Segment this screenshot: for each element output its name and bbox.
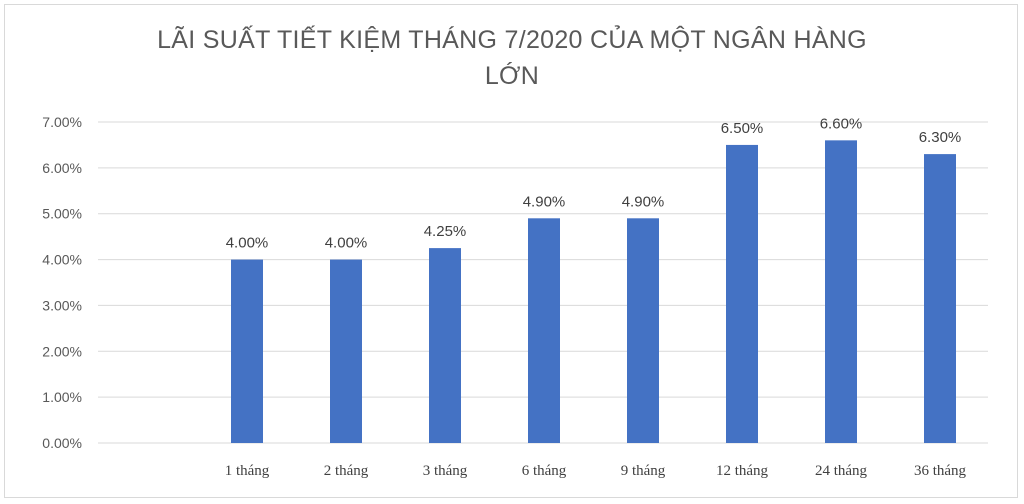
y-axis-tick-labels: 0.00% 1.00% 2.00% 3.00% 4.00% 5.00% 6.00% 7.00% xyxy=(42,114,82,451)
y-tick-label: 3.00% xyxy=(42,297,82,313)
y-tick-label: 2.00% xyxy=(42,343,82,359)
bar xyxy=(231,259,263,443)
data-label: 4.25% xyxy=(424,223,467,240)
y-tick-label: 6.00% xyxy=(42,160,82,176)
data-label: 4.00% xyxy=(226,235,269,252)
y-tick-label: 5.00% xyxy=(42,206,82,222)
bars xyxy=(231,140,956,444)
bar xyxy=(924,154,956,443)
bar xyxy=(726,144,758,443)
x-category-label: 2 tháng xyxy=(324,463,369,479)
data-label: 4.00% xyxy=(325,235,368,252)
bar xyxy=(825,140,857,444)
bar xyxy=(528,218,560,443)
y-tick-label: 7.00% xyxy=(42,114,82,130)
data-labels: 4.00% 4.00% 4.25% 4.90% 4.90% 6.50% 6.60% 6.30% xyxy=(226,115,962,251)
x-category-label: 24 tháng xyxy=(815,463,868,479)
data-label: 6.30% xyxy=(919,129,962,146)
data-label: 6.50% xyxy=(721,120,764,137)
x-category-label: 6 tháng xyxy=(522,463,567,479)
bar xyxy=(627,218,659,443)
x-axis-category-labels: 1 tháng 2 tháng 3 tháng 6 tháng 9 tháng 12 th… xyxy=(225,463,967,479)
y-tick-label: 1.00% xyxy=(42,389,82,405)
data-label: 4.90% xyxy=(523,193,566,210)
y-tick-label: 4.00% xyxy=(42,252,82,268)
x-category-label: 3 tháng xyxy=(423,463,468,479)
x-category-label: 36 tháng xyxy=(914,463,967,479)
bar xyxy=(429,248,461,443)
bar xyxy=(330,259,362,443)
chart-title: LÃI SUẤT TIẾT KIỆM THÁNG 7/2020 CỦA MỘT … xyxy=(0,22,1024,94)
x-category-label: 1 tháng xyxy=(225,463,270,479)
chart-title-line-2: LỚN xyxy=(484,62,540,90)
x-category-label: 9 tháng xyxy=(621,463,666,479)
data-label: 6.60% xyxy=(820,115,863,132)
chart-title-line-1: LÃI SUẤT TIẾT KIỆM THÁNG 7/2020 CỦA MỘT … xyxy=(157,26,867,54)
x-category-label: 12 tháng xyxy=(716,463,769,479)
data-label: 4.90% xyxy=(622,193,665,210)
y-tick-label: 0.00% xyxy=(42,435,82,451)
